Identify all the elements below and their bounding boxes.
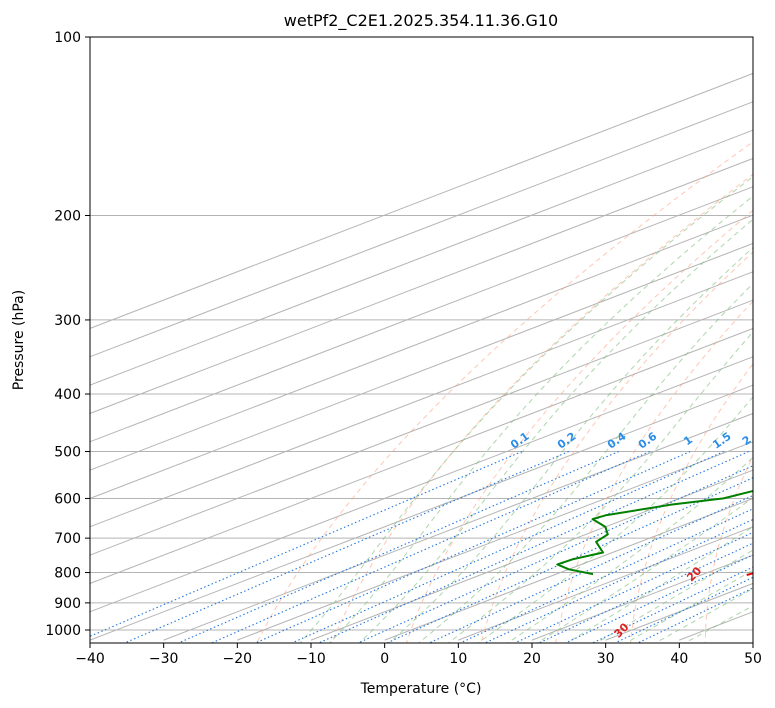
x-axis-label: Temperature (°C) — [360, 681, 482, 697]
y-tick-label: 300 — [54, 313, 81, 329]
moist-adiabat-line — [328, 195, 753, 643]
x-tick-label: 30 — [597, 651, 615, 667]
moist-adiabat-line — [388, 246, 753, 643]
x-tick-label: 0 — [380, 651, 389, 667]
mixing-ratio-line — [317, 450, 749, 643]
mixing-ratio-line — [537, 542, 753, 643]
y-tick-label: 900 — [54, 596, 81, 612]
mixing-ratio-line — [636, 587, 753, 643]
isotherm-line — [90, 271, 753, 528]
dry-adiabat-line — [331, 173, 753, 643]
isotherm-line — [237, 441, 753, 641]
mixing-ratio-line — [356, 465, 753, 643]
mixing-ratio-line — [385, 477, 753, 643]
isotherm-line — [90, 327, 753, 584]
dry-adiabat-line — [405, 209, 753, 643]
dewpoint-line — [556, 489, 753, 576]
y-tick-label: 700 — [54, 531, 81, 547]
mixing-ratio-line — [210, 450, 650, 643]
moist-adiabat-line — [447, 331, 753, 643]
isotherm-line — [90, 129, 753, 386]
moist-adiabat-line — [358, 218, 753, 643]
mixing-ratio-line — [123, 450, 570, 643]
isotherm-line — [90, 214, 753, 471]
background-lines — [90, 37, 753, 643]
mixing-ratio-line — [254, 450, 691, 643]
isotherm-line — [163, 412, 753, 641]
mixing-ratio-line — [427, 494, 753, 643]
isotherm-line — [90, 299, 753, 556]
moist-adiabat-line — [299, 175, 753, 643]
y-tick-label: 400 — [54, 387, 81, 403]
moist-adiabat-line — [417, 282, 753, 643]
x-tick-label: −30 — [149, 651, 179, 667]
y-tick-label: 200 — [54, 209, 81, 225]
isotherm-line — [90, 72, 753, 329]
isotherm-line — [458, 526, 753, 641]
x-tick-label: −10 — [296, 651, 326, 667]
y-tick-label: 600 — [54, 491, 81, 507]
y-axis: 100 200 300 400 500 600 700 800 900 1000 — [45, 30, 90, 639]
y-tick-label: 800 — [54, 566, 81, 582]
mixing-ratio-line — [513, 531, 753, 643]
moist-adiabat-line — [506, 456, 753, 643]
dry-adiabat-line — [480, 251, 753, 643]
dry-adiabat-line — [555, 300, 753, 643]
x-tick-label: 20 — [523, 651, 541, 667]
moist-adiabat-line — [595, 549, 753, 643]
dry-adiabat-line — [630, 363, 753, 643]
x-tick-label: −40 — [75, 651, 105, 667]
x-tick-label: 10 — [449, 651, 467, 667]
moist-adiabat-line — [624, 569, 753, 643]
isotherm-line — [90, 101, 753, 358]
dry-adiabat-line — [256, 141, 753, 643]
x-tick-label: −20 — [223, 651, 253, 667]
isotherm-line — [90, 186, 753, 443]
y-tick-label: 1000 — [45, 623, 81, 639]
chart-title: wetPf2_C2E1.2025.354.11.36.G10 — [284, 11, 558, 31]
mixing-ratio-line — [564, 554, 753, 643]
isotherm-line — [90, 384, 753, 641]
isotherm-line — [384, 497, 753, 641]
isotherm-line — [90, 356, 753, 613]
y-axis-label: Pressure (hPa) — [11, 290, 27, 390]
isotherm-line — [90, 157, 753, 414]
mixing-ratio-line — [458, 508, 753, 643]
x-tick-label: 50 — [744, 651, 762, 667]
profile-lines — [556, 489, 753, 577]
mixing-ratio-line — [290, 450, 725, 643]
x-axis: −40 −30 −20 −10 0 10 20 30 40 50 — [75, 643, 762, 667]
x-tick-label: 40 — [670, 651, 688, 667]
y-tick-label: 500 — [54, 444, 81, 460]
y-tick-label: 100 — [54, 30, 81, 46]
mixing-ratio-line — [90, 450, 523, 637]
plot-frame — [89, 36, 754, 644]
isotherm-line — [90, 242, 753, 499]
